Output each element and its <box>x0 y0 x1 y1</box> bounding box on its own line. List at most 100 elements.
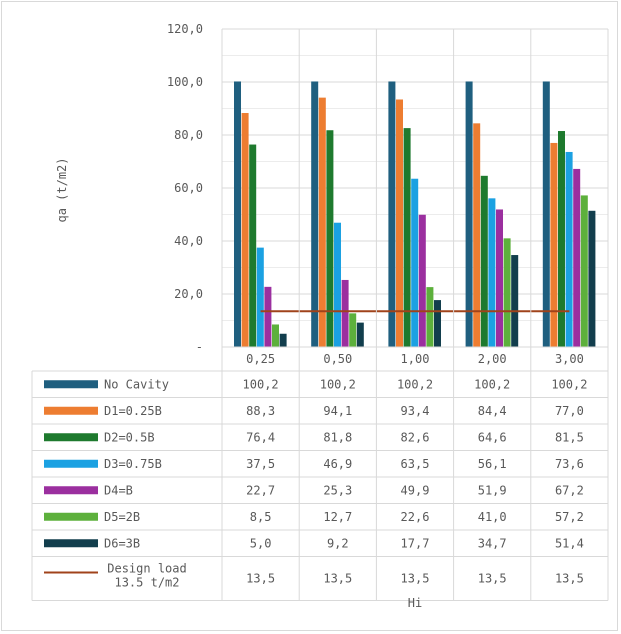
y-tick-label: 40,0 <box>174 234 203 248</box>
bar <box>480 175 488 347</box>
bar <box>550 142 558 347</box>
bar <box>272 324 279 347</box>
bar <box>542 81 550 347</box>
x-tick-label: 0,25 <box>246 352 275 366</box>
bar <box>341 279 349 347</box>
x-tick-label: 1,00 <box>401 352 430 366</box>
data-label: 5,0 <box>250 536 272 550</box>
data-label: 17,7 <box>401 536 430 550</box>
y-tick-label: 80,0 <box>174 128 203 142</box>
x-axis-title: Hi <box>408 596 422 610</box>
bar <box>488 198 496 347</box>
series-name: No Cavity <box>104 377 169 391</box>
legend-key <box>44 406 98 415</box>
bar <box>573 168 581 347</box>
data-label: 22,7 <box>246 483 275 497</box>
bar <box>503 238 511 347</box>
bar <box>565 151 573 347</box>
data-label: 13,5 <box>323 572 352 586</box>
series-name: D6=3B <box>104 536 140 550</box>
data-label: 51,4 <box>555 536 584 550</box>
legend-key <box>44 380 98 389</box>
series-name: Design load <box>107 562 186 576</box>
x-tick-label: 3,00 <box>555 352 584 366</box>
x-tick-label: 0,50 <box>323 352 352 366</box>
bar <box>580 195 588 347</box>
data-label: 41,0 <box>478 510 507 524</box>
bar <box>234 81 241 347</box>
bar <box>318 97 326 347</box>
legend-key <box>44 486 98 495</box>
series-name: D4=B <box>104 483 133 497</box>
data-label: 76,4 <box>246 430 275 444</box>
data-label: 37,5 <box>246 457 275 471</box>
bar <box>511 255 519 347</box>
data-label: 13,5 <box>478 572 507 586</box>
bar <box>279 333 287 347</box>
bar <box>256 247 264 347</box>
y-axis-title: qa (t/m2) <box>55 157 69 222</box>
y-tick-label: 120,0 <box>167 22 203 36</box>
data-label: 100,2 <box>397 377 433 391</box>
data-label: 8,5 <box>250 510 272 524</box>
bar <box>334 222 341 347</box>
bar <box>434 300 441 347</box>
bar <box>264 286 272 347</box>
data-label: 64,6 <box>478 430 507 444</box>
bar <box>403 128 411 347</box>
data-label: 88,3 <box>246 404 275 418</box>
y-tick-label: 100,0 <box>167 75 203 89</box>
bar <box>411 178 419 347</box>
data-label: 34,7 <box>478 536 507 550</box>
bar <box>496 209 503 347</box>
bar <box>249 144 257 347</box>
data-label: 63,5 <box>401 457 430 471</box>
data-label: 84,4 <box>478 404 507 418</box>
data-label: 67,2 <box>555 483 584 497</box>
data-label: 56,1 <box>478 457 507 471</box>
series-name: D5=2B <box>104 510 140 524</box>
data-label: 13,5 <box>246 572 275 586</box>
bar <box>388 81 396 347</box>
bar <box>356 322 364 347</box>
bar <box>326 130 334 347</box>
data-label: 57,2 <box>555 510 584 524</box>
data-table: 0,25 0,50 1,00 2,00 3,00 No Cavity 100,2 100,2 1… <box>31 29 609 601</box>
x-tick-label: 2,00 <box>478 352 507 366</box>
data-label: 22,6 <box>401 510 430 524</box>
series-name: 13.5 t/m2 <box>114 576 179 590</box>
legend-key <box>44 459 98 468</box>
bar <box>473 123 481 347</box>
data-label: 12,7 <box>323 510 352 524</box>
bar <box>311 81 319 347</box>
data-label: 93,4 <box>401 404 430 418</box>
data-label: 82,6 <box>401 430 430 444</box>
data-label: 51,9 <box>478 483 507 497</box>
series-name: D2=0.5B <box>104 430 155 444</box>
data-label: 13,5 <box>555 572 584 586</box>
data-label: 9,2 <box>327 536 349 550</box>
axis-layer: - 20,0 40,0 60,0 80,0 100,0 120,0 <box>167 22 203 354</box>
data-label: 77,0 <box>555 404 584 418</box>
legend-key <box>44 433 98 442</box>
series-name: D3=0.75B <box>104 457 162 471</box>
legend-key <box>44 512 98 521</box>
bar <box>396 99 403 348</box>
data-label: 100,2 <box>320 377 356 391</box>
bars-layer <box>234 81 596 348</box>
bar <box>241 113 249 347</box>
data-label: 81,5 <box>555 430 584 444</box>
legend-key <box>44 539 98 548</box>
bar <box>588 210 596 347</box>
y-tick-label: 20,0 <box>174 287 203 301</box>
data-label: 46,9 <box>323 457 352 471</box>
data-label: 100,2 <box>474 377 510 391</box>
data-label: 25,3 <box>323 483 352 497</box>
bar <box>349 313 357 347</box>
data-label: 94,1 <box>323 404 352 418</box>
data-label: 100,2 <box>243 377 279 391</box>
data-label: 13,5 <box>401 572 430 586</box>
bar <box>465 81 473 347</box>
data-label: 81,8 <box>323 430 352 444</box>
